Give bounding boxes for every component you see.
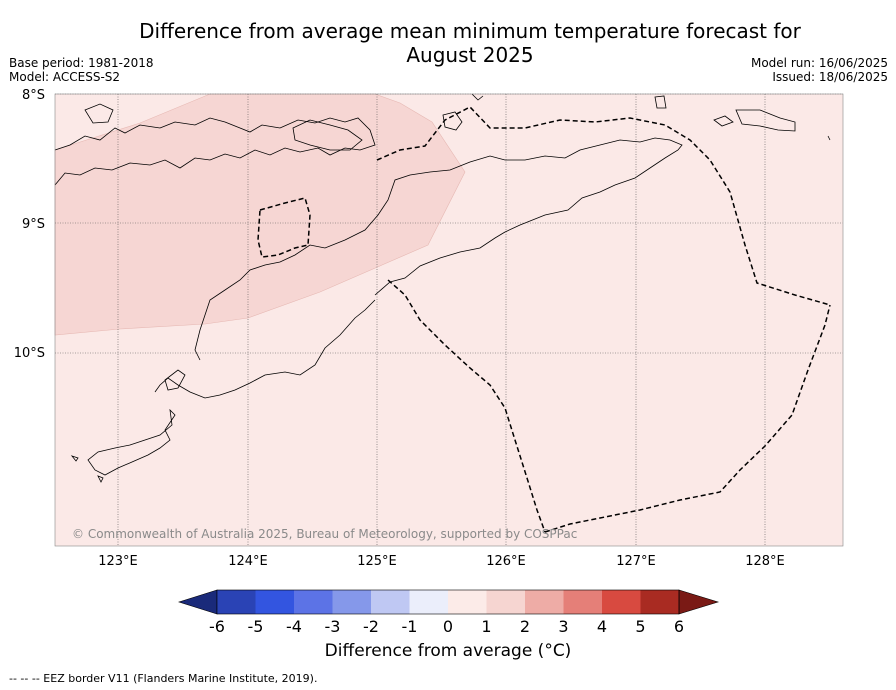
base-period-text: Base period: 1981-2018 — [9, 56, 154, 70]
title-line-1: Difference from average mean minimum tem… — [139, 19, 801, 43]
lon-tick-126e: 126°E — [486, 554, 526, 569]
colorbar: -6 -5 -4 -3 -2 -1 0 1 2 3 4 5 6 — [178, 589, 720, 636]
colorbar-tick-label: -6 — [209, 617, 225, 636]
lat-tick-9s: 9°S — [22, 217, 45, 232]
issued-text: Issued: 18/06/2025 — [772, 70, 888, 84]
lon-tick-125e: 125°E — [357, 554, 397, 569]
eez-footnote: -- -- -- EEZ border V11 (Flanders Marine… — [9, 672, 318, 685]
colorbar-segment — [255, 590, 295, 614]
colorbar-label-unit: °C) — [544, 641, 572, 661]
colorbar-segment — [563, 590, 603, 614]
colorbar-segment — [217, 590, 256, 614]
eez-south-border — [387, 279, 546, 533]
island-small-1 — [654, 95, 667, 109]
colorbar-tick-label: 2 — [520, 617, 530, 636]
colorbar-tick-label: -3 — [325, 617, 341, 636]
colorbar-segment — [448, 590, 487, 614]
colorbar-tick-label: -4 — [286, 617, 302, 636]
island-alor — [84, 103, 114, 124]
timor-north-coast — [194, 137, 683, 361]
colorbar-frame — [216, 589, 680, 615]
lat-tick-8s: 8°S — [22, 88, 45, 103]
eez-enclave-border — [257, 197, 311, 258]
colorbar-segment — [525, 590, 564, 614]
colorbar-tick-label: -2 — [363, 617, 379, 636]
colorbar-segment — [409, 590, 449, 614]
colorbar-tick-label: 1 — [481, 617, 491, 636]
colorbar-extend-high — [678, 589, 720, 615]
map-figure: © Commonwealth of Australia 2025, Bureau… — [14, 88, 844, 636]
island-small-3 — [735, 109, 796, 132]
island-wetar — [292, 119, 363, 151]
colorbar-segment — [371, 590, 410, 614]
island-small-4 — [471, 93, 484, 101]
colorbar-tick-label: 3 — [558, 617, 568, 636]
north-islands-coast — [54, 117, 376, 186]
model-text: Model: ACCESS-S2 — [9, 70, 121, 84]
eez-borders — [257, 106, 831, 533]
lon-tick-124e: 124°E — [228, 554, 268, 569]
south-island-coast — [87, 408, 176, 476]
lat-tick-10s: 10°S — [14, 346, 45, 361]
gridlines — [55, 93, 843, 546]
colorbar-segment — [602, 590, 641, 614]
copyright-text: © Commonwealth of Australia 2025, Bureau… — [72, 527, 577, 541]
eez-southeast-border — [544, 304, 831, 533]
colorbar-tick-label: 4 — [597, 617, 607, 636]
timor-south-coast — [154, 299, 376, 399]
colorbar-tick-label: -5 — [248, 617, 264, 636]
title-line-2: August 2025 — [406, 43, 534, 67]
lon-tick-127e: 127°E — [616, 554, 656, 569]
colorbar-segment — [332, 590, 372, 614]
lon-tick-128e: 128°E — [745, 554, 785, 569]
colorbar-tick-label: 5 — [635, 617, 645, 636]
colorbar-segment — [486, 590, 526, 614]
rote-island — [164, 369, 186, 391]
tiny-islet-2 — [97, 475, 104, 483]
tiny-islet-1 — [70, 455, 79, 462]
model-run-text: Model run: 16/06/2025 — [750, 56, 888, 70]
colorbar-label-text: Difference from average ( — [324, 641, 545, 661]
coastlines — [54, 93, 831, 483]
tiny-islet-3 — [827, 135, 831, 141]
eez-north-border — [376, 106, 831, 306]
meta-left: Base period: 1981-2018 Model: ACCESS-S2 — [9, 56, 154, 84]
meta-right: Model run: 16/06/2025 Issued: 18/06/2025 — [751, 56, 888, 84]
page-title: Difference from average mean minimum tem… — [0, 19, 896, 67]
colorbar-segment — [294, 590, 333, 614]
colorbar-tick-label: 0 — [443, 617, 453, 636]
lon-tick-123e: 123°E — [98, 554, 138, 569]
island-kisar — [442, 111, 463, 131]
colorbar-segment — [640, 590, 680, 614]
map-frame — [54, 93, 844, 547]
colorbar-extend-low — [178, 589, 218, 615]
colorbar-tick-label: -1 — [402, 617, 418, 636]
island-small-2 — [713, 115, 734, 127]
colorbar-label: Difference from average (°C) — [0, 641, 896, 661]
colorbar-tick-label: 6 — [674, 617, 684, 636]
